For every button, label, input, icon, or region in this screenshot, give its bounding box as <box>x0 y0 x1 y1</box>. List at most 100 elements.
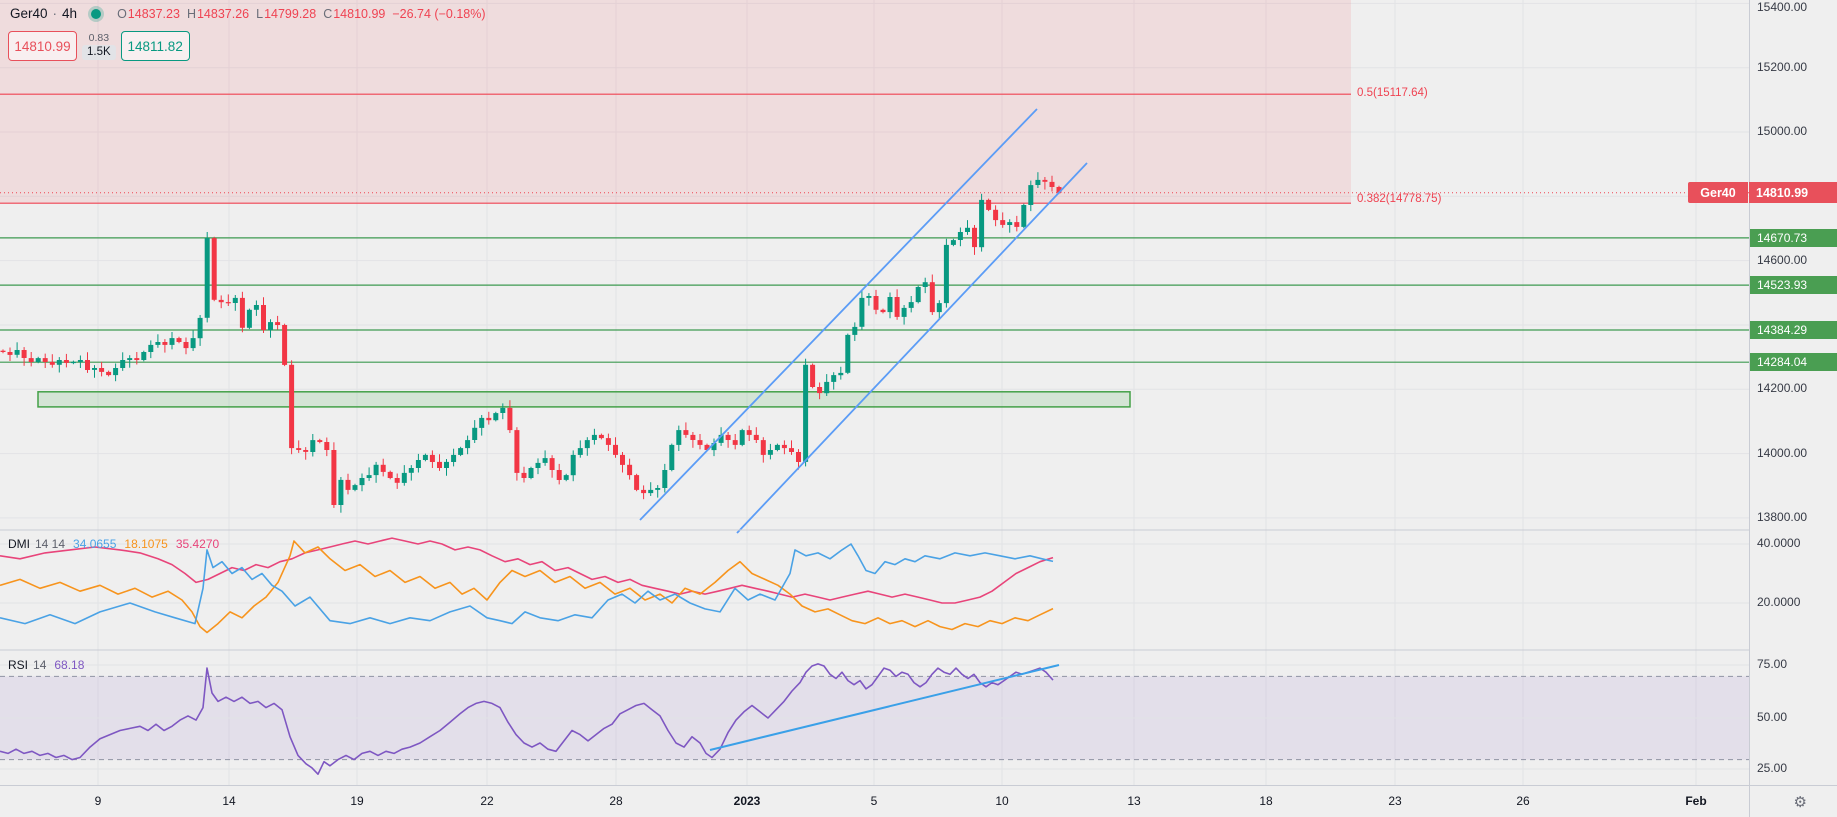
candle-body[interactable] <box>169 338 175 345</box>
buy-button[interactable]: 14811.82 <box>120 31 190 61</box>
candle-body[interactable] <box>437 461 442 468</box>
candle-body[interactable] <box>394 478 400 483</box>
candle-body[interactable] <box>704 444 710 450</box>
candle-body[interactable] <box>979 199 985 248</box>
candle-body[interactable] <box>14 350 20 355</box>
demand-zone-box[interactable] <box>37 391 1131 408</box>
candle-body[interactable] <box>950 240 956 245</box>
candle-body[interactable] <box>190 338 196 349</box>
candle-body[interactable] <box>535 462 541 468</box>
candle-body[interactable] <box>760 440 766 455</box>
candle-body[interactable] <box>915 287 921 303</box>
candle-body[interactable] <box>831 375 837 382</box>
candle-body[interactable] <box>70 361 76 364</box>
candle-body[interactable] <box>120 360 126 368</box>
candle-body[interactable] <box>28 358 34 362</box>
candle-body[interactable] <box>810 364 816 387</box>
candle-body[interactable] <box>176 338 182 342</box>
candle-body[interactable] <box>591 434 597 440</box>
candle-body[interactable] <box>141 352 147 360</box>
chart-canvas[interactable] <box>0 0 1749 785</box>
candle-body[interactable] <box>401 472 407 483</box>
candle-body[interactable] <box>465 440 471 449</box>
time-axis[interactable]: ⚙ 9 14 19 22 28 2023 5 10 13 18 23 26 Feb <box>0 785 1837 817</box>
candle-body[interactable] <box>472 427 478 440</box>
candle-body[interactable] <box>253 305 259 310</box>
candle-body[interactable] <box>218 299 224 303</box>
candle-body[interactable] <box>767 450 773 455</box>
candle-body[interactable] <box>605 438 611 445</box>
candle-body[interactable] <box>1000 220 1006 225</box>
candle-body[interactable] <box>1014 222 1020 227</box>
candle-body[interactable] <box>331 450 337 505</box>
candle-body[interactable] <box>697 440 703 445</box>
candle-body[interactable] <box>662 470 668 488</box>
price-axis[interactable]: 15400.00 15200.00 15000.00 14600.00 14200.00… <box>1749 0 1837 785</box>
candle-body[interactable] <box>56 360 62 365</box>
candle-body[interactable] <box>901 307 907 317</box>
candle-body[interactable] <box>282 325 288 365</box>
candle-body[interactable] <box>366 475 372 478</box>
candle-body[interactable] <box>1007 222 1013 225</box>
candle-body[interactable] <box>162 342 168 345</box>
candle-body[interactable] <box>746 430 752 435</box>
candle-body[interactable] <box>634 475 640 490</box>
candle-body[interactable] <box>486 417 492 421</box>
candle-body[interactable] <box>943 244 949 304</box>
candle-body[interactable] <box>134 358 140 360</box>
candle-body[interactable] <box>972 227 977 248</box>
sell-button[interactable]: 14810.99 <box>8 31 77 61</box>
candle-body[interactable] <box>598 434 604 439</box>
candle-body[interactable] <box>204 238 210 318</box>
candle-body[interactable] <box>373 464 379 476</box>
candle-body[interactable] <box>415 460 421 468</box>
candle-body[interactable] <box>739 430 745 445</box>
candle-body[interactable] <box>324 442 330 450</box>
candle-body[interactable] <box>345 479 351 490</box>
candle-body[interactable] <box>641 489 647 494</box>
dmi-minus-di-line[interactable] <box>0 540 1054 634</box>
candle-body[interactable] <box>866 296 872 298</box>
candle-body[interactable] <box>338 479 344 505</box>
candle-body[interactable] <box>458 448 464 455</box>
candle-body[interactable] <box>451 454 457 462</box>
candle-body[interactable] <box>99 368 105 372</box>
candle-body[interactable] <box>444 461 449 468</box>
candle-body[interactable] <box>296 448 302 450</box>
candle-body[interactable] <box>514 430 520 473</box>
candle-body[interactable] <box>676 430 682 445</box>
candle-body[interactable] <box>493 413 499 421</box>
candle-body[interactable] <box>106 371 112 376</box>
candle-body[interactable] <box>880 309 886 313</box>
dmi-plus-di-line[interactable] <box>0 543 1054 625</box>
candle-body[interactable] <box>92 368 97 370</box>
candle-body[interactable] <box>824 381 830 394</box>
candle-body[interactable] <box>584 440 590 449</box>
candle-body[interactable] <box>613 444 618 455</box>
candle-body[interactable] <box>289 364 295 449</box>
candle-body[interactable] <box>155 342 161 345</box>
candle-body[interactable] <box>542 458 548 463</box>
candle-body[interactable] <box>310 440 316 452</box>
candle-body[interactable] <box>683 430 689 435</box>
candle-body[interactable] <box>127 358 133 360</box>
candle-body[interactable] <box>993 209 999 221</box>
candle-body[interactable] <box>648 489 654 494</box>
candle-body[interactable] <box>986 199 992 210</box>
candle-body[interactable] <box>563 475 569 480</box>
channel-trendline[interactable] <box>639 108 1038 521</box>
symbol-title[interactable]: Ger40 · 4h <box>10 6 77 21</box>
candle-body[interactable] <box>655 488 661 490</box>
candle-body[interactable] <box>781 444 787 449</box>
candle-body[interactable] <box>35 358 41 362</box>
candle-body[interactable] <box>570 454 576 476</box>
candle-body[interactable] <box>1049 181 1055 187</box>
candle-body[interactable] <box>63 360 69 363</box>
candle-body[interactable] <box>936 303 942 313</box>
candle-body[interactable] <box>718 434 724 443</box>
candle-body[interactable] <box>387 471 393 478</box>
candle-body[interactable] <box>577 448 583 455</box>
candle-body[interactable] <box>0 350 6 352</box>
candle-body[interactable] <box>1021 205 1027 227</box>
market-status-icon[interactable] <box>91 8 102 19</box>
